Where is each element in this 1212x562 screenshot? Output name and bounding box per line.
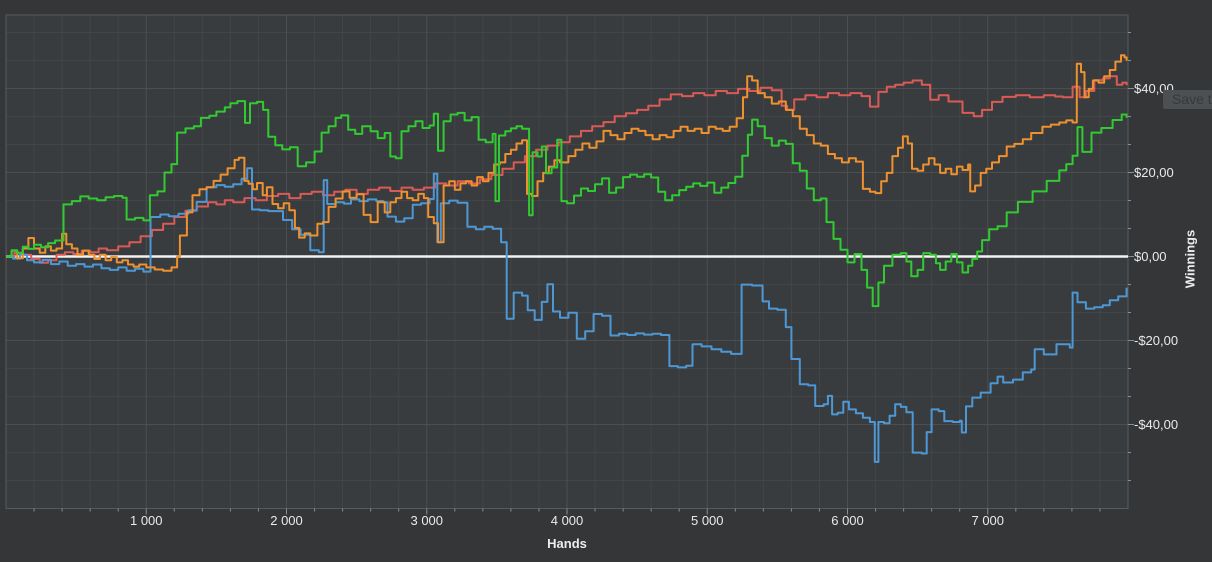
series-green-line — [6, 100, 1128, 308]
series-orange-line — [6, 54, 1128, 272]
series-blue-line — [6, 167, 1128, 463]
save-to-file-tooltip: Save to file — [1163, 90, 1212, 109]
series-red-line — [6, 75, 1128, 264]
